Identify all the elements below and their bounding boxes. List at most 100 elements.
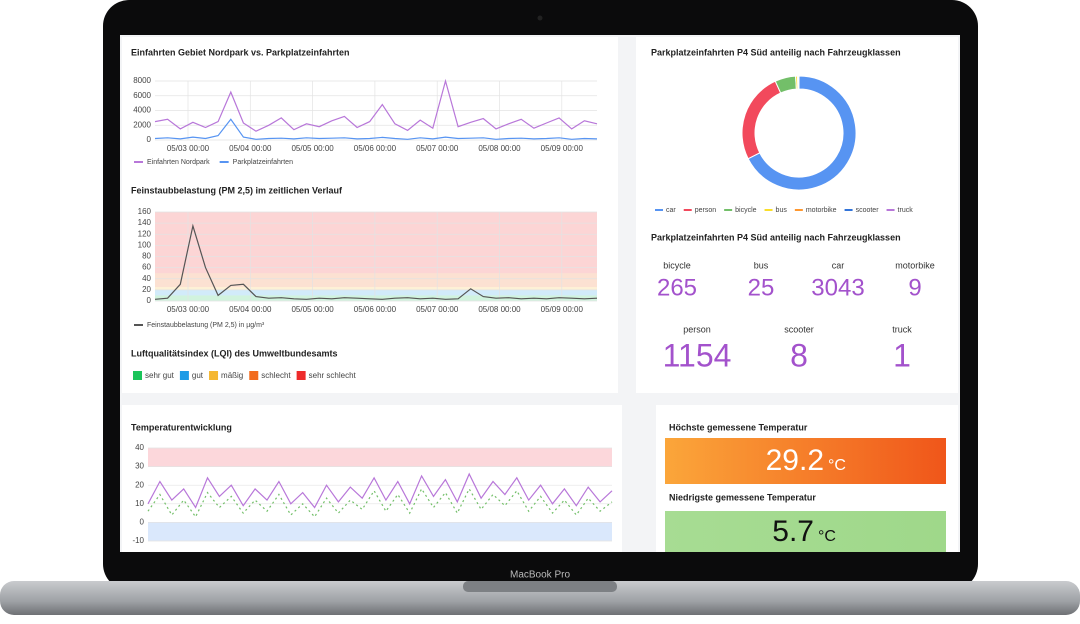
band: [155, 295, 597, 301]
legend-title: Luftqualitätsindex (LQI) des Umweltbunde…: [131, 348, 338, 358]
panel-left-bottom: [122, 405, 622, 552]
stat-label: scooter: [784, 324, 814, 334]
y-tick-label: -10: [132, 536, 144, 545]
max-temp-value: 29.2: [766, 444, 824, 477]
stat-value: 1154: [663, 337, 732, 373]
series-line: [154, 223, 598, 300]
legend-label: scooter: [856, 207, 880, 214]
legend-label: motorbike: [806, 207, 837, 214]
max-temp-box: [665, 438, 946, 484]
x-tick-label: 05/03 00:00: [167, 144, 210, 153]
y-tick-label: 4000: [133, 106, 151, 115]
y-tick-label: 30: [135, 462, 144, 471]
legend-label: sehr schlecht: [309, 371, 357, 380]
legend-swatch: [209, 371, 219, 380]
series-line: [154, 78, 598, 132]
band: [155, 287, 597, 290]
y-tick-label: 8000: [133, 76, 151, 85]
stat-value: 9: [908, 274, 921, 301]
x-tick-label: 05/09 00:00: [541, 305, 584, 314]
x-tick-label: 05/06 00:00: [354, 305, 397, 314]
x-tick-label: 05/07 00:00: [416, 144, 459, 153]
x-tick-label: 05/05 00:00: [291, 305, 334, 314]
band: [155, 289, 597, 296]
legend-label: gut: [192, 371, 204, 380]
x-tick-label: 05/03 00:00: [167, 305, 210, 314]
panel-title: Höchste gemessene Temperatur: [669, 422, 808, 432]
donut-slice: [747, 75, 857, 191]
y-tick-label: 6000: [133, 91, 151, 100]
stat-label: person: [683, 324, 711, 334]
y-tick-label: 0: [147, 135, 152, 144]
y-tick-label: 0: [147, 296, 152, 305]
x-tick-label: 05/09 00:00: [541, 144, 584, 153]
x-tick-label: 05/06 00:00: [354, 144, 397, 153]
min-temp-box: [665, 511, 946, 552]
legend-label: car: [666, 207, 676, 214]
legend-label: schlecht: [261, 371, 291, 380]
y-tick-label: 160: [138, 207, 152, 216]
y-tick-label: 20: [135, 480, 144, 489]
y-tick-label: 20: [142, 285, 151, 294]
legend-label: person: [695, 207, 717, 214]
y-tick-label: 140: [138, 218, 152, 227]
y-tick-label: 40: [135, 443, 144, 452]
stat-value: 8: [790, 337, 808, 373]
chart-title: Temperaturentwicklung: [131, 422, 232, 432]
stat-label: car: [832, 260, 845, 270]
stat-value: 25: [748, 274, 775, 301]
camera: [537, 15, 543, 21]
y-tick-label: 10: [135, 499, 144, 508]
base-notch: [463, 581, 617, 592]
legend-label: mäßig: [221, 371, 243, 380]
panel-left-top: [122, 37, 618, 393]
series-line: [147, 487, 613, 518]
band: [155, 212, 597, 274]
stat-label: bicycle: [663, 260, 691, 270]
panel-title: Parkplatzeinfahrten P4 Süd anteilig nach…: [651, 232, 901, 242]
legend-label: truck: [898, 207, 914, 214]
x-tick-label: 05/05 00:00: [291, 144, 334, 153]
stat-label: bus: [754, 260, 769, 270]
x-tick-label: 05/08 00:00: [478, 305, 521, 314]
y-tick-label: 80: [142, 252, 151, 261]
min-temp-unit: °C: [818, 528, 836, 545]
x-tick-label: 05/08 00:00: [478, 144, 521, 153]
legend-swatch: [296, 371, 306, 380]
y-tick-label: 40: [142, 274, 151, 283]
legend-label: sehr gut: [145, 371, 175, 380]
stat-value: 265: [657, 274, 697, 301]
chart-title: Einfahrten Gebiet Nordpark vs. Parkplatz…: [131, 47, 350, 57]
chart-title: Parkplatzeinfahrten P4 Süd anteilig nach…: [651, 47, 901, 57]
legend-label: Einfahrten Nordpark: [147, 159, 210, 166]
legend-swatch: [133, 371, 142, 380]
legend-label: Parkplatzeinfahrten: [233, 159, 293, 166]
x-tick-label: 05/04 00:00: [229, 305, 272, 314]
stat-value: 3043: [811, 274, 864, 301]
y-tick-label: 2000: [133, 120, 151, 129]
chart-title: Feinstaubbelastung (PM 2,5) im zeitliche…: [131, 185, 343, 195]
legend-swatch: [179, 371, 189, 380]
legend-label: bicycle: [735, 207, 757, 214]
series-line: [154, 118, 598, 140]
stat-value: 1: [893, 337, 911, 373]
stat-label: truck: [892, 324, 912, 334]
stat-label: motorbike: [895, 260, 935, 270]
legend-label: Feinstaubbelastung (PM 2,5) in µg/m³: [147, 322, 265, 329]
x-tick-label: 05/04 00:00: [229, 144, 272, 153]
y-tick-label: 100: [138, 240, 152, 249]
y-tick-label: 60: [142, 263, 151, 272]
series-line: [147, 472, 613, 509]
y-tick-label: 120: [138, 229, 152, 238]
band: [155, 273, 597, 288]
band: [148, 448, 612, 467]
laptop-base: [0, 581, 1080, 615]
max-temp-unit: °C: [828, 457, 846, 474]
panel-title: Niedrigste gemessene Temperatur: [669, 492, 816, 502]
band: [148, 522, 612, 541]
legend-label: bus: [776, 207, 788, 214]
y-tick-label: 0: [140, 518, 145, 527]
legend-swatch: [249, 371, 259, 380]
panel-right-top: [636, 37, 958, 393]
